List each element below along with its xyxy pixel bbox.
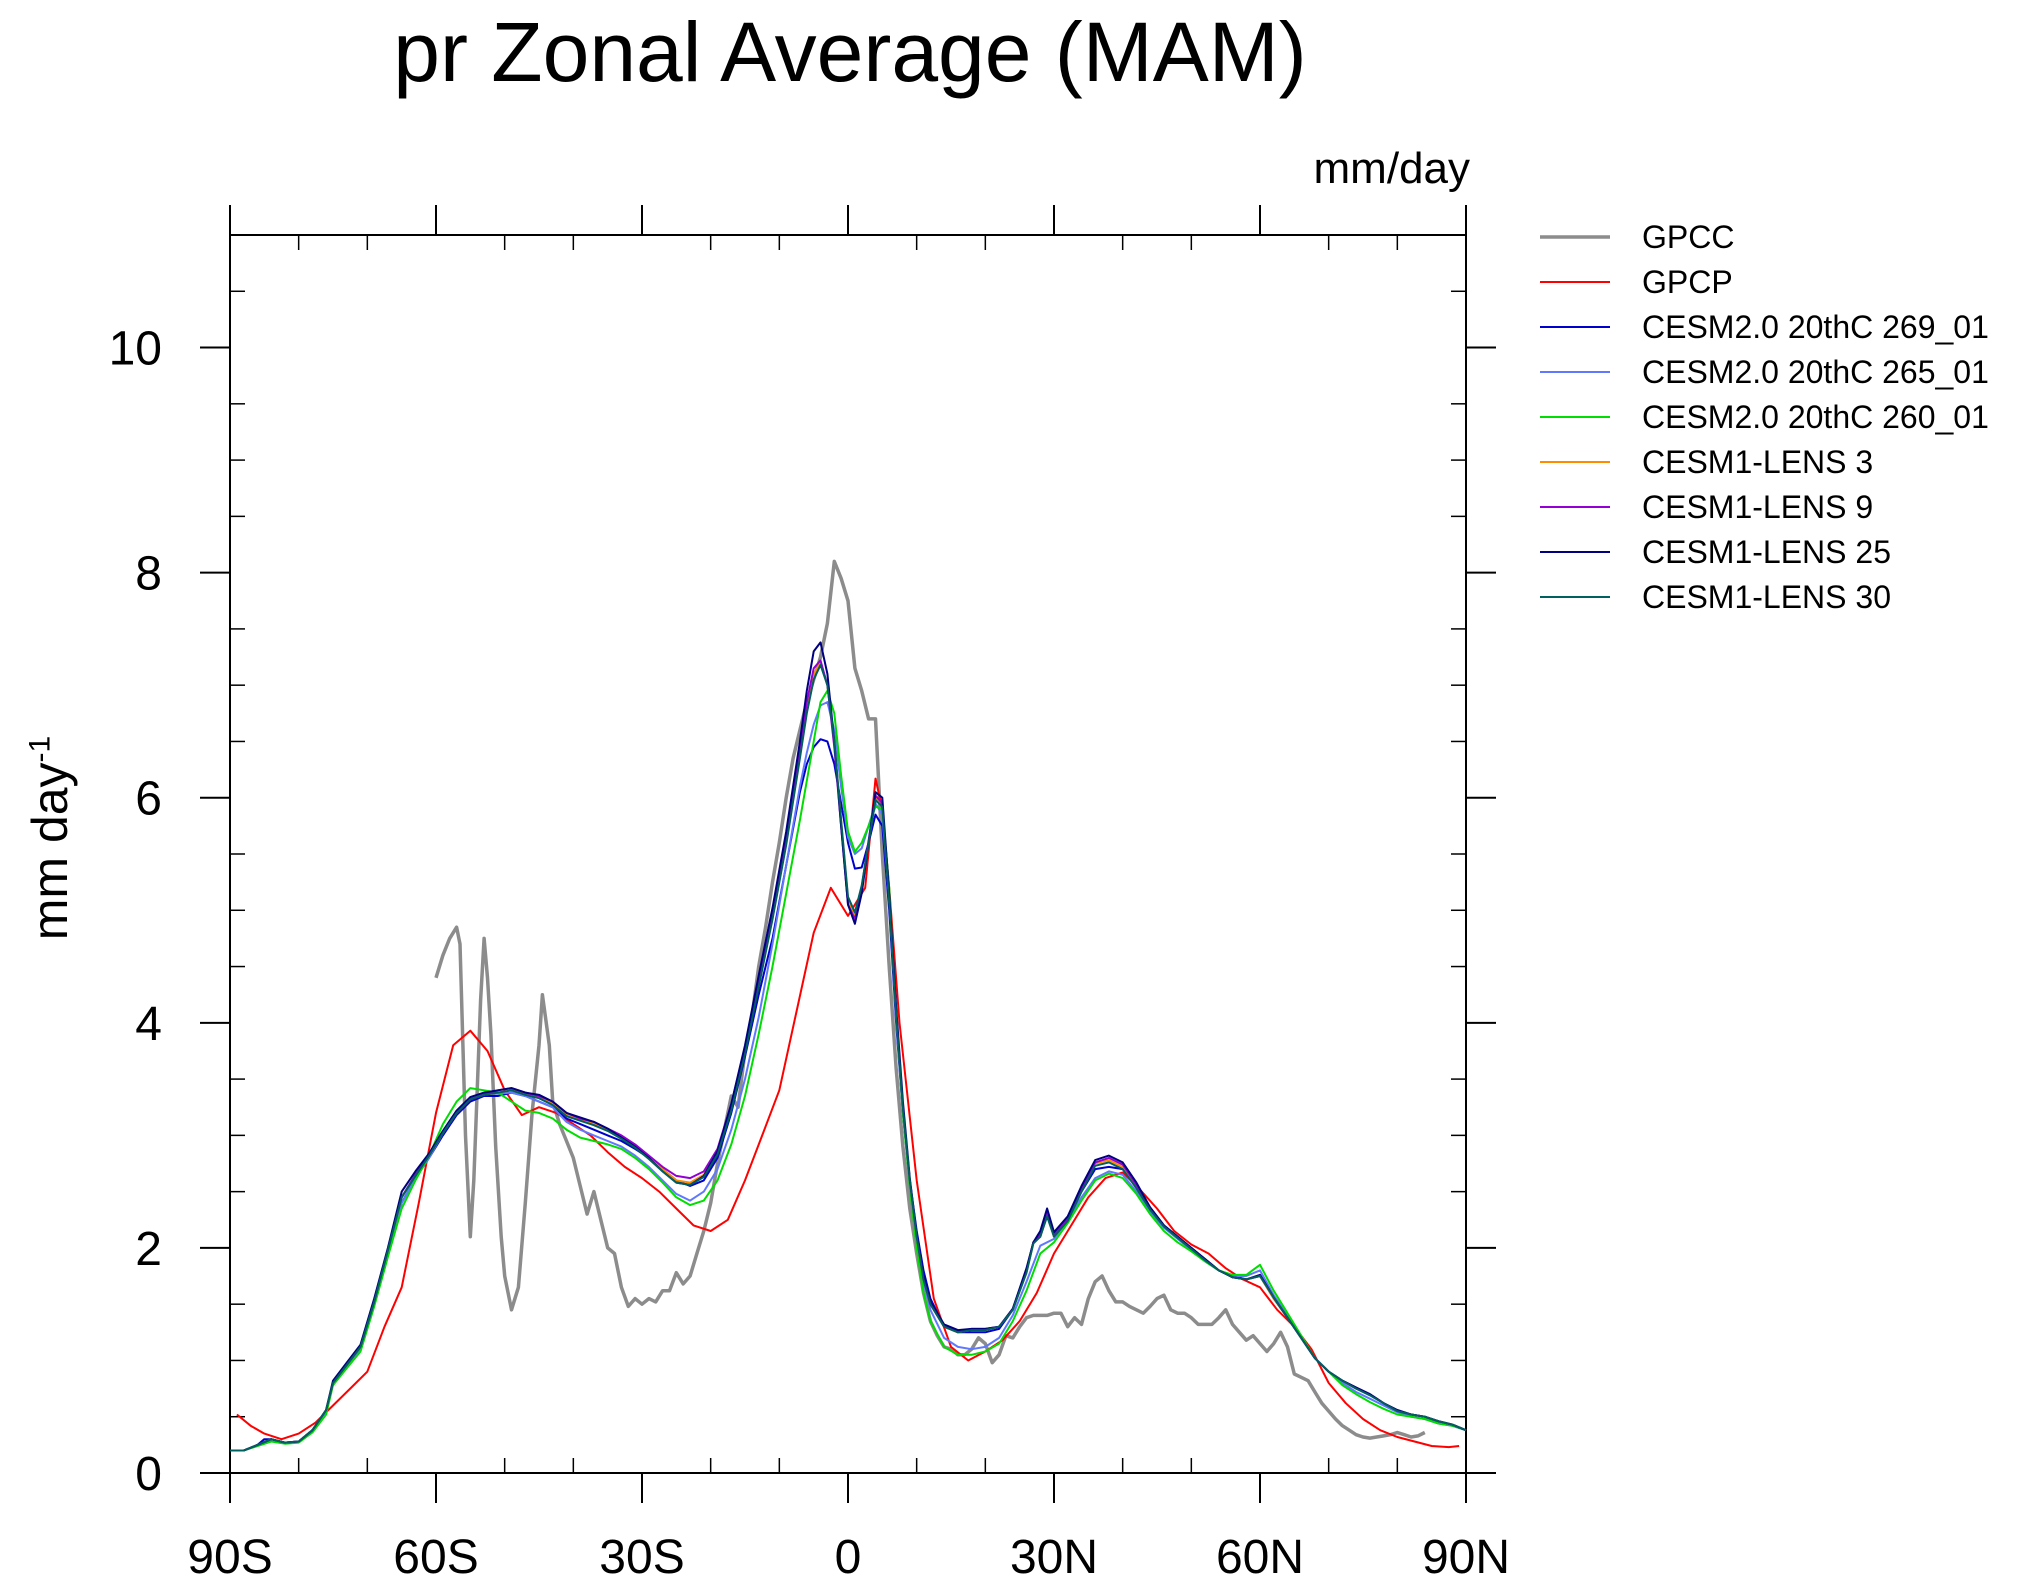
x-tick-label: 90N [1422,1531,1510,1584]
series-line [230,641,1467,1452]
chart-title: pr Zonal Average (MAM) [393,5,1307,99]
legend-label: GPCP [1642,264,1733,300]
legend-label: CESM1-LENS 3 [1642,444,1873,480]
legend-label: CESM2.0 20thC 260_01 [1642,399,1989,435]
legend-label: CESM1-LENS 30 [1642,579,1891,615]
x-tick-label: 90S [187,1531,272,1584]
series-line [230,689,1467,1452]
legend-label: CESM1-LENS 25 [1642,534,1891,570]
series-line [230,701,1467,1452]
x-tick-label: 60S [393,1531,478,1584]
series-line [230,738,1467,1452]
series-line [230,663,1467,1452]
y-tick-label: 4 [135,998,162,1051]
legend-label: CESM2.0 20thC 265_01 [1642,354,1989,390]
y-tick-label: 10 [109,323,162,376]
legend: GPCC GPCP CESM2.0 20thC 269_01 CESM2.0 20th… [1540,219,1989,615]
plot-frame [229,234,1467,1474]
axis-tick-labels: 90S 60S 30S 0 30N 60N 90N 0 2 4 6 8 10 [109,323,1510,1584]
legend-label: GPCC [1642,219,1734,255]
series-lines [230,559,1467,1452]
legend-label: CESM2.0 20thC 269_01 [1642,309,1989,345]
y-tick-label: 2 [135,1223,162,1276]
y-tick-label: 0 [135,1448,162,1501]
y-tick-label: 8 [135,548,162,601]
x-tick-label: 30S [599,1531,684,1584]
series-line [236,777,1460,1449]
series-line [434,559,1426,1440]
x-tick-label: 0 [835,1531,862,1584]
axis-ticks [200,205,1496,1503]
x-tick-label: 30N [1010,1531,1098,1584]
x-tick-label: 60N [1216,1531,1304,1584]
y-tick-label: 6 [135,773,162,826]
units-label: mm/day [1313,144,1470,193]
legend-label: CESM1-LENS 9 [1642,489,1873,525]
